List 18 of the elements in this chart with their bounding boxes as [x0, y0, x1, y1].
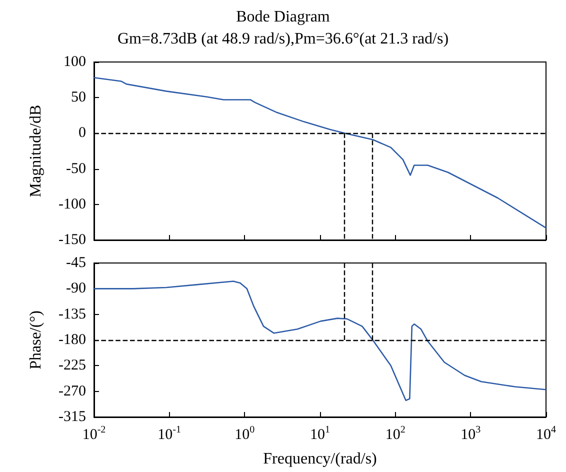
y-tick-label: -315: [58, 409, 86, 425]
chart-title: Bode Diagram: [236, 8, 330, 26]
y-tick-label: 100: [64, 54, 86, 70]
y-tick-label: -225: [58, 358, 86, 374]
y-tick-label: -45: [66, 255, 86, 271]
y-tick-label: -135: [58, 306, 86, 322]
y-tick-label: -50: [66, 160, 86, 177]
y-tick-label: -270: [58, 383, 86, 400]
y-axis-title: Magnitude/dB: [28, 104, 44, 198]
chart-subtitle: Gm=8.73dB (at 48.9 rad/s),Pm=36.6°(at 21.3 rad/s): [117, 30, 449, 48]
y-tick-label: -90: [66, 280, 86, 297]
x-axis-title: Frequency/(rad/s): [263, 450, 377, 468]
y-tick-label: 50: [71, 90, 86, 106]
y-tick-label: -150: [58, 232, 86, 248]
y-axis-title: Phase/(°): [28, 310, 44, 370]
y-tick-label: -100: [58, 196, 86, 212]
y-tick-label: -180: [58, 332, 86, 348]
y-tick-label: 0: [78, 125, 86, 142]
